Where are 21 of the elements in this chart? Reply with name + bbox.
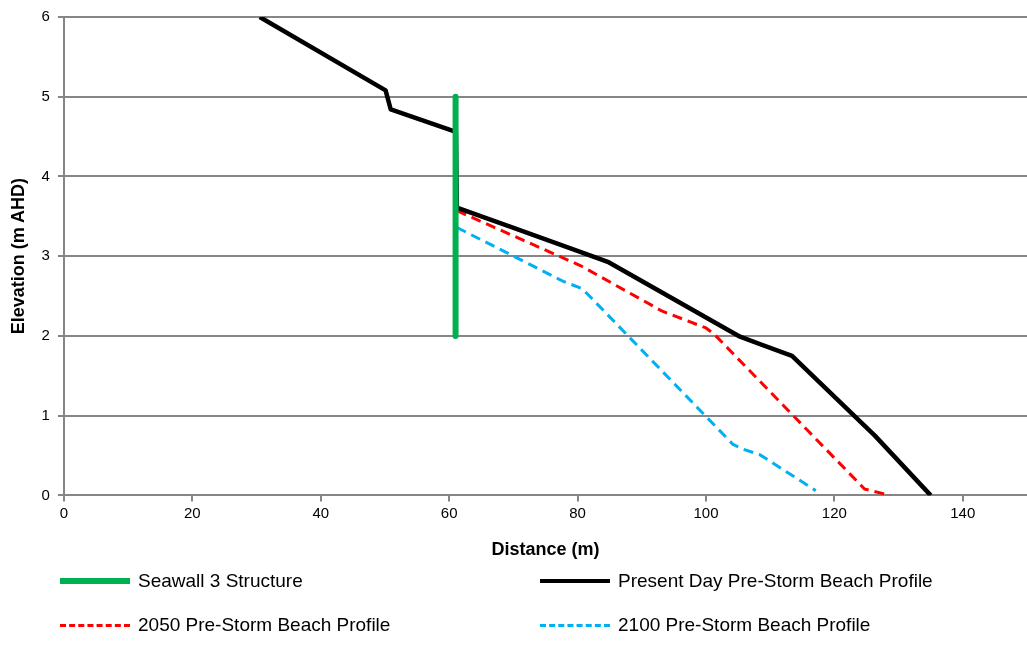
x-tick-label: 40 [312,503,330,521]
x-tick-label: 140 [950,503,976,521]
y-tick-label: 1 [41,405,50,423]
x-tick-label: 60 [440,503,458,521]
x-tick-label: 20 [184,503,201,521]
x-tick-label: 100 [693,503,719,521]
y-tick-label: 3 [41,246,50,264]
x-tick-label: 120 [821,503,847,521]
y-tick-label: 6 [41,7,50,25]
y-axis-title: Elevation (m AHD) [7,178,28,335]
y-tick-label: 5 [41,86,50,104]
y-tick-label: 4 [41,166,50,184]
legend-label: Present Day Pre-Storm Beach Profile [618,570,933,592]
y-tick-label: 0 [41,485,50,503]
legend-label: 2100 Pre-Storm Beach Profile [618,614,871,636]
x-axis-title: Distance (m) [491,539,600,560]
x-tick-label: 80 [569,503,586,521]
y-tick-label: 2 [41,326,50,344]
legend-label: Seawall 3 Structure [138,570,303,592]
x-tick-label: 0 [59,503,69,521]
legend-label: 2050 Pre-Storm Beach Profile [138,614,391,636]
